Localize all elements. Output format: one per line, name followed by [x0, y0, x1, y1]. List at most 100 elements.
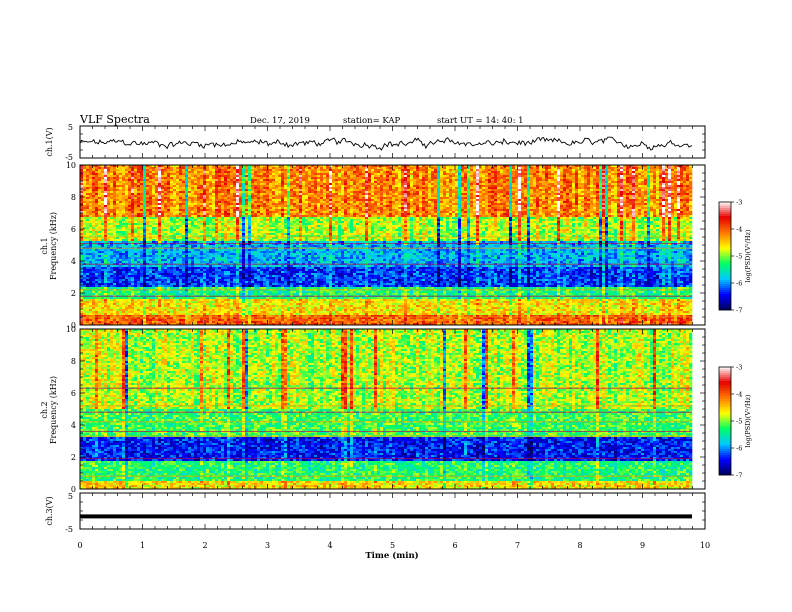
spectrogram-cell [89, 211, 93, 214]
spectrogram-cell [602, 171, 606, 174]
spectrogram-cell [650, 193, 654, 196]
spectrogram-cell [257, 167, 261, 170]
spectrogram-cell [107, 183, 111, 186]
spectrogram-cell [575, 181, 579, 184]
spectrogram-cell [314, 165, 318, 168]
spectrogram-cell [551, 191, 555, 194]
spectrogram-cell [182, 183, 186, 186]
spectrogram-cell [686, 181, 690, 184]
spectrogram-cell [188, 193, 192, 196]
spectrogram-cell [377, 191, 381, 194]
spectrogram-cell [227, 187, 231, 190]
spectrogram-cell [128, 171, 132, 174]
spectrogram-cell [203, 209, 207, 212]
spectrogram-cell [170, 209, 174, 212]
spectrogram-cell [122, 185, 126, 188]
spectrogram-cell [101, 209, 105, 212]
spectrogram-cell [602, 197, 606, 200]
spectrogram-cell [380, 187, 384, 190]
spectrogram-cell [338, 167, 342, 170]
spectrogram-cell [626, 183, 630, 186]
spectrogram-cell [485, 177, 489, 180]
spectrogram-cell [326, 201, 330, 204]
spectrogram-cell [281, 209, 285, 212]
spectrogram-cell [467, 205, 471, 208]
spectrogram-cell [182, 177, 186, 180]
spectrogram-cell [278, 169, 282, 172]
spectrogram-cell [572, 173, 576, 176]
spectrogram-cell [308, 211, 312, 214]
spectrogram-cell [569, 199, 573, 202]
spectrogram-cell [326, 177, 330, 180]
spectrogram-cell [155, 189, 159, 192]
spectrogram-cell [254, 205, 258, 208]
spectrogram-cell [188, 207, 192, 210]
spectrogram-cell [137, 165, 141, 168]
spectrogram-cell [689, 189, 693, 192]
spectrogram-cell [218, 211, 222, 214]
spectrogram-cell [197, 173, 201, 176]
spectrogram-cell [269, 197, 273, 200]
spectrogram-cell [377, 181, 381, 184]
spectrogram-cell [338, 177, 342, 180]
spectrogram-cell [248, 181, 252, 184]
spectrogram-cell [515, 205, 519, 208]
spectrogram-cell [269, 169, 273, 172]
spectrogram-cell [518, 209, 522, 212]
spectrogram-cell [98, 167, 102, 170]
spectrogram-cell [134, 167, 138, 170]
spectrogram-cell [317, 191, 321, 194]
spectrogram-cell [236, 203, 240, 206]
spectrogram-cell [206, 207, 210, 210]
spectrogram-cell [539, 189, 543, 192]
spectrogram-cell [674, 171, 678, 174]
spectrogram-cell [194, 177, 198, 180]
spectrogram-cell [140, 175, 144, 178]
spectrogram-cell [119, 209, 123, 212]
spectrogram-cell [251, 195, 255, 198]
spectrogram-cell [191, 175, 195, 178]
spectrogram-cell [398, 177, 402, 180]
spectrogram-cell [473, 199, 477, 202]
spectrogram-cell [410, 177, 414, 180]
spectrogram-cell [536, 199, 540, 202]
spectrogram-cell [248, 189, 252, 192]
spectrogram-cell [395, 173, 399, 176]
spectrogram-cell [239, 187, 243, 190]
spectrogram-cell [359, 199, 363, 202]
spectrogram-cell [479, 175, 483, 178]
spectrogram-cell [362, 177, 366, 180]
spectrogram-cell [254, 199, 258, 202]
spectrogram-cell [155, 165, 159, 168]
spectrogram-cell [341, 183, 345, 186]
spectrogram-cell [443, 211, 447, 214]
spectrogram-cell [362, 211, 366, 214]
spectrogram-cell [251, 181, 255, 184]
spectrogram-cell [479, 201, 483, 204]
spectrogram-cell [239, 199, 243, 202]
spectrogram-cell [473, 209, 477, 212]
spectrogram-cell [608, 171, 612, 174]
spectrogram-cell [590, 185, 594, 188]
spectrogram-cell [338, 207, 342, 210]
spectrogram-cell [326, 203, 330, 206]
spectrogram-cell [92, 209, 96, 212]
spectrogram-cell [389, 173, 393, 176]
spectrogram-cell [548, 205, 552, 208]
spectrogram-cell [398, 205, 402, 208]
spectrogram-cell [281, 201, 285, 204]
spectrogram-cell [554, 171, 558, 174]
spectrogram-cell [578, 197, 582, 200]
spectrogram-cell [278, 185, 282, 188]
spectrogram-cell [476, 181, 480, 184]
spectrogram-cell [290, 197, 294, 200]
spectrogram-cell [191, 205, 195, 208]
spectrogram-cell [452, 207, 456, 210]
spectrogram-cell [368, 199, 372, 202]
spectrogram-cell [308, 179, 312, 182]
spectrogram-cell [452, 169, 456, 172]
spectrogram-cell [350, 203, 354, 206]
spectrogram-cell [563, 165, 567, 168]
spectrogram-cell [629, 171, 633, 174]
spectrogram-cell [305, 187, 309, 190]
